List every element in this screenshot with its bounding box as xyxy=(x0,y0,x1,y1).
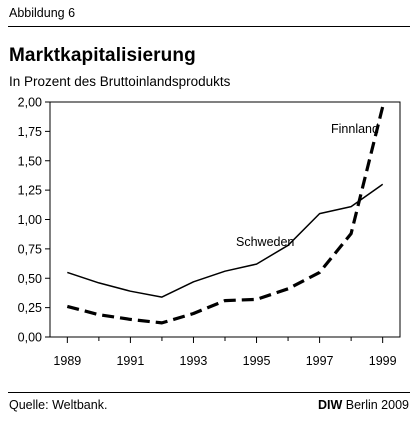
data-point-schweden xyxy=(319,213,320,214)
y-tick-label: 1,00 xyxy=(18,213,42,227)
x-tick-label: 1997 xyxy=(306,354,334,368)
data-point-finnland xyxy=(287,288,288,289)
publisher-credit-text: Berlin 2009 xyxy=(345,398,409,412)
series-points xyxy=(67,106,384,323)
data-point-finnland xyxy=(256,299,257,300)
data-point-finnland xyxy=(351,233,352,234)
y-tick-label: 1,25 xyxy=(18,184,42,198)
data-point-finnland xyxy=(161,322,162,323)
data-point-schweden xyxy=(161,296,162,297)
publisher-credit: DIW Berlin 2009 xyxy=(318,398,409,412)
series-line-finnland xyxy=(66,106,385,325)
x-axis-ticks: 1989 1991 1993 1995 1997 1999 xyxy=(53,337,397,368)
publisher-brand: DIW xyxy=(317,398,343,412)
series-line-schweden xyxy=(67,183,384,298)
data-point-finnland xyxy=(130,319,131,320)
y-tick-label: 0,50 xyxy=(18,272,42,286)
data-point-schweden xyxy=(130,291,131,292)
data-point-finnland xyxy=(67,306,68,307)
y-tick-label: 1,50 xyxy=(18,154,42,168)
y-axis-ticks: 0,00 0,25 0,50 0,75 1,00 1,25 1,50 1,75 2,00 xyxy=(18,96,50,345)
x-tick-label: 1999 xyxy=(369,354,397,368)
data-point-schweden xyxy=(193,281,194,282)
data-point-schweden xyxy=(256,264,257,265)
data-point-schweden xyxy=(67,272,68,273)
x-tick-label: 1989 xyxy=(53,354,81,368)
source-note: Quelle: Weltbank. xyxy=(9,398,108,412)
y-tick-label: 0,75 xyxy=(18,242,42,256)
data-point-schweden xyxy=(382,184,383,185)
top-rule xyxy=(8,26,410,27)
figure-label: Abbildung 6 xyxy=(9,6,76,20)
y-tick-label: 1,75 xyxy=(18,125,42,139)
x-tick-label: 1991 xyxy=(116,354,144,368)
data-point-finnland xyxy=(98,314,99,315)
x-tick-label: 1995 xyxy=(243,354,271,368)
series-label-finnland: Finnland xyxy=(331,122,379,136)
data-point-finnland xyxy=(193,313,194,314)
chart-title: Marktkapitalisierung xyxy=(9,45,196,66)
x-tick-label: 1993 xyxy=(180,354,208,368)
data-point-schweden xyxy=(98,282,99,283)
data-point-schweden xyxy=(224,271,225,272)
data-point-finnland xyxy=(224,300,225,301)
y-tick-label: 0,00 xyxy=(18,331,42,345)
y-tick-label: 0,25 xyxy=(18,301,42,315)
chart-subtitle: In Prozent des Bruttoinlandsprodukts xyxy=(9,74,231,89)
data-point-schweden xyxy=(351,206,352,207)
series-label-schweden: Schweden xyxy=(236,235,294,249)
y-tick-label: 2,00 xyxy=(18,96,42,110)
data-point-finnland xyxy=(382,106,383,107)
bottom-rule xyxy=(8,392,410,393)
series-lines xyxy=(66,106,385,325)
data-point-finnland xyxy=(319,272,320,273)
